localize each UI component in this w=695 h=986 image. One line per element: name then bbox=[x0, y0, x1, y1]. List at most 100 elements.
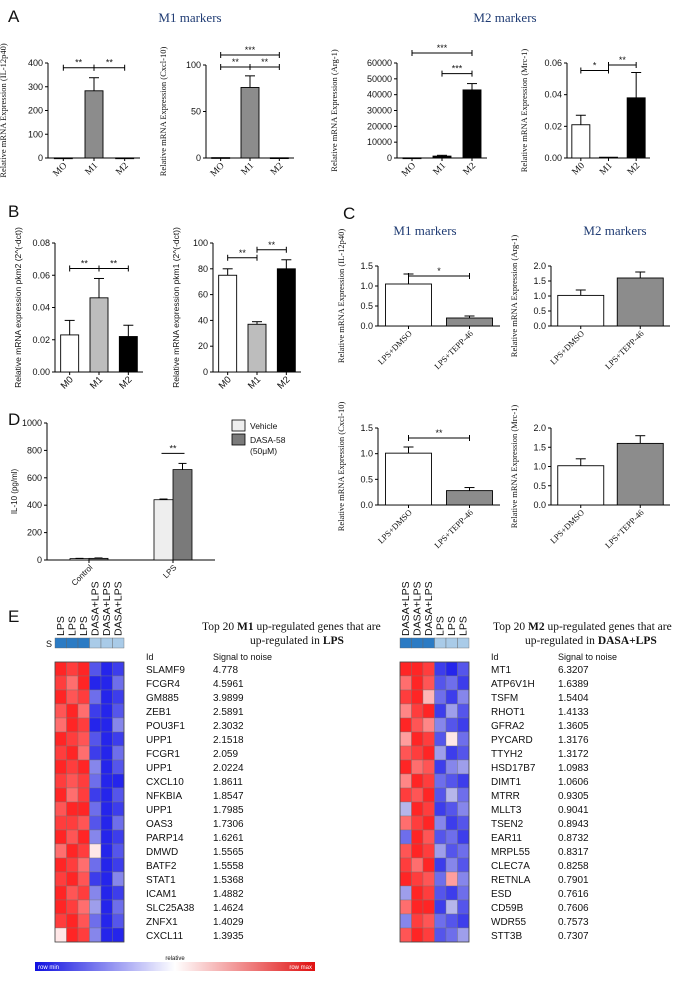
heatmap-score: 1.3172 bbox=[558, 749, 589, 760]
y-tick-label: 0.02 bbox=[32, 335, 50, 345]
y-tick-label: 0.00 bbox=[32, 367, 50, 377]
heatmap-column-label: DASA+LPS bbox=[112, 581, 124, 636]
heatmap-gene-id: CXCL11 bbox=[146, 931, 183, 942]
heatmap-score: 0.8317 bbox=[558, 847, 589, 858]
heatmap-cell bbox=[434, 913, 447, 929]
heatmap-cell bbox=[100, 745, 113, 761]
heatmap-cell bbox=[100, 787, 113, 803]
significance-label: ** bbox=[169, 443, 177, 453]
heatmap-cell bbox=[399, 829, 412, 845]
heatmap-cell bbox=[54, 843, 67, 859]
heatmap-gene-id: SLC25A38 bbox=[146, 903, 195, 914]
bar bbox=[218, 274, 238, 373]
chart-a4: 0.00 0.02 0.04 0.06 Relative mRNA Expression… bbox=[519, 49, 650, 178]
bar bbox=[616, 442, 664, 506]
heatmap-cell bbox=[457, 857, 470, 873]
heatmap-cell bbox=[54, 773, 67, 789]
heatmap-cell bbox=[422, 731, 435, 747]
heatmap-class-cell bbox=[54, 637, 67, 649]
x-tick-label: MO bbox=[209, 161, 227, 179]
y-tick-label: 0.0 bbox=[360, 321, 373, 331]
heatmap-cell bbox=[100, 717, 113, 733]
heatmap-cell bbox=[411, 815, 424, 831]
heatmap-cell bbox=[445, 913, 458, 929]
heatmap-cell bbox=[445, 773, 458, 789]
x-tick-label: LPS+TEPP-46 bbox=[432, 328, 475, 371]
heatmap-cell bbox=[66, 773, 79, 789]
heatmap-cell bbox=[100, 843, 113, 859]
x-tick-label: M1 bbox=[240, 161, 257, 178]
y-tick-label: 100 bbox=[186, 60, 201, 70]
y-tick-label: 0.06 bbox=[32, 270, 50, 280]
heatmap-cell bbox=[434, 927, 447, 943]
bar bbox=[118, 336, 138, 373]
x-tick-label: LPS+DMSO bbox=[548, 328, 586, 366]
x-tick-label: M2 bbox=[275, 374, 292, 391]
heatmap-gene-id: ICAM1 bbox=[146, 889, 177, 900]
x-tick-label: M1 bbox=[88, 374, 105, 391]
heatmap-cell bbox=[422, 927, 435, 943]
significance-label: ** bbox=[268, 240, 276, 250]
significance-label: *** bbox=[452, 64, 463, 74]
legend-swatch-dasa bbox=[231, 433, 246, 446]
chart-c3: 0.0 0.5 1.0 1.5 Relative mRNA Expression (Cx… bbox=[336, 402, 500, 550]
heatmap-cell bbox=[54, 759, 67, 775]
y-axis-label: Relative mRNA Expression (Mrc-1) bbox=[519, 49, 529, 173]
heatmap-cell bbox=[66, 689, 79, 705]
heatmap-gene-id: MTRR bbox=[491, 791, 520, 802]
bar bbox=[276, 268, 296, 373]
heatmap-cell bbox=[457, 871, 470, 887]
x-tick-label: M2 bbox=[114, 161, 131, 178]
heatmap-gene-id: CXCL10 bbox=[146, 777, 184, 788]
heatmap-cell bbox=[66, 871, 79, 887]
heatmap-cell bbox=[77, 899, 90, 915]
heatmap-cell bbox=[445, 815, 458, 831]
heatmap-cell bbox=[445, 843, 458, 859]
y-tick-label: 40000 bbox=[367, 90, 392, 100]
heatmap-cell bbox=[89, 885, 102, 901]
heatmap-gene-id: BATF2 bbox=[146, 861, 177, 872]
heatmap-gene-id: OAS3 bbox=[146, 819, 173, 830]
chart-c4: 0.0 0.5 1.0 1.5 2.0 Relative mRNA Expression … bbox=[509, 405, 670, 550]
heatmap-cell bbox=[411, 857, 424, 873]
chart-a3: 0 10000 20000 30000 40000 50000 60000 Relative … bbox=[329, 43, 487, 179]
heatmap-cell bbox=[399, 689, 412, 705]
y-tick-label: 0.06 bbox=[544, 58, 562, 68]
heatmap-cell bbox=[422, 801, 435, 817]
y-tick-label: 0 bbox=[38, 153, 43, 163]
heatmap-score: 0.9041 bbox=[558, 805, 589, 816]
bar bbox=[172, 469, 193, 561]
colorbar-label-min: row min bbox=[38, 965, 59, 971]
heatmap-gene-id: PARP14 bbox=[146, 833, 184, 844]
x-tick-label: LPS+TEPP-46 bbox=[603, 507, 646, 550]
heatmap-cell bbox=[89, 843, 102, 859]
heatmap-cell bbox=[399, 661, 412, 677]
heatmap-left-title-line1: Top 20 M1 up-regulated genes that are bbox=[202, 621, 381, 633]
heatmap-cell bbox=[89, 717, 102, 733]
heatmap-cell bbox=[77, 731, 90, 747]
heatmap-cell bbox=[445, 689, 458, 705]
heatmap-cell bbox=[457, 661, 470, 677]
heatmap-cell bbox=[77, 787, 90, 803]
heatmap-cell bbox=[112, 745, 125, 761]
x-tick-label: M0 bbox=[571, 161, 588, 178]
x-tick-label: LPS+TEPP-46 bbox=[432, 507, 475, 550]
bar bbox=[462, 89, 482, 159]
heatmap-cell bbox=[399, 717, 412, 733]
heatmap-gene-id: RETNLA bbox=[491, 875, 531, 886]
colorbar-label-relative: relative bbox=[165, 956, 185, 962]
heatmap-class-cell bbox=[89, 637, 102, 649]
x-tick-label: LPS+DMSO bbox=[548, 507, 586, 545]
heatmap-cell bbox=[66, 815, 79, 831]
y-tick-label: 1.5 bbox=[360, 261, 373, 271]
heatmap-cell bbox=[411, 773, 424, 789]
heatmap-cell bbox=[422, 703, 435, 719]
chart-a2: 0 50 100 Relative mRNA Expression (Cxcl-10)… bbox=[158, 45, 294, 179]
heatmap-cell bbox=[77, 857, 90, 873]
heatmap-cell bbox=[422, 829, 435, 845]
y-tick-label: 200 bbox=[27, 528, 42, 538]
heatmap-gene-id: DMWD bbox=[146, 847, 178, 858]
heatmap-cell bbox=[434, 899, 447, 915]
heatmap-right-title-line2: up-regulated in DASA+LPS bbox=[525, 635, 657, 647]
